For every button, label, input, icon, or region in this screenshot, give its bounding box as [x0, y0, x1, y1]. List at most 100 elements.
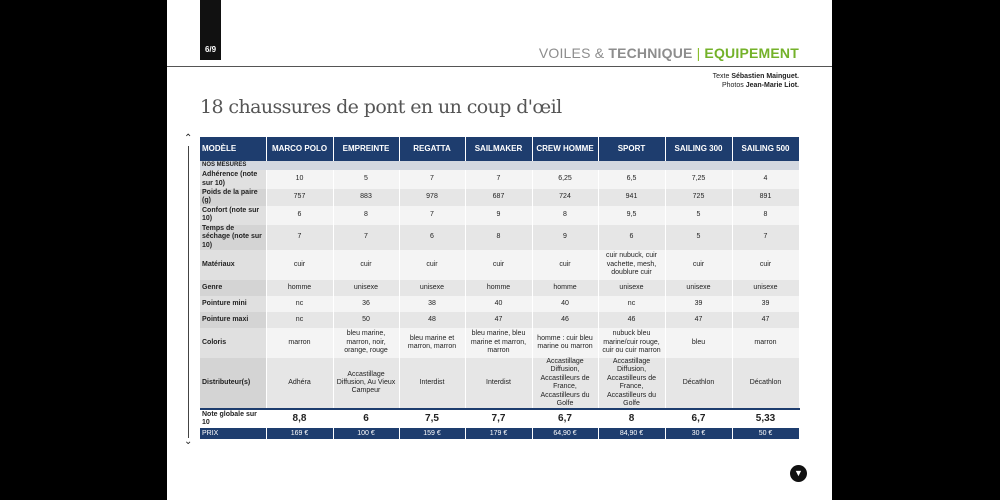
- table-cell: unisexe: [598, 280, 666, 297]
- section-amp: &: [590, 45, 609, 61]
- row-label: Poids de la paire (g): [200, 189, 267, 206]
- table-cell: 7: [333, 224, 400, 251]
- price-cell: 84,90 €: [598, 428, 666, 440]
- score-cell: 6,7: [665, 408, 733, 429]
- column-header: MODÈLE: [200, 137, 267, 161]
- column-header: SPORT: [598, 137, 666, 161]
- table-cell: nubuck bleu marine/cuir rouge, cuir ou c…: [598, 328, 666, 359]
- table-cell: Accastillage Diffusion, Accastilleurs de…: [532, 358, 599, 410]
- table-cell: 40: [532, 296, 599, 313]
- table-cell: Accastillage Diffusion, Accastilleurs de…: [598, 358, 666, 410]
- column-header: EMPREINTE: [333, 137, 400, 161]
- table-row: Adhérence (note sur 10) 10 5 7 7 6,25 6,5 7,25 4: [200, 170, 800, 189]
- table-cell: unisexe: [399, 280, 466, 297]
- table-row: Temps de séchage (note sur 10) 7 7 6 8 9 6 5 7: [200, 224, 800, 251]
- table-cell: Décathlon: [732, 358, 800, 410]
- header-divider: [167, 66, 832, 67]
- table-cell: unisexe: [665, 280, 733, 297]
- price-row: PRIX 169 €100 €159 €179 €64,90 €84,90 €30…: [200, 428, 800, 440]
- table-cell: homme: [465, 280, 533, 297]
- table-cell: Accastillage Diffusion, Au Vieux Campeur: [333, 358, 400, 410]
- chevron-down-icon[interactable]: ⌄: [184, 436, 193, 447]
- score-cell: 5,33: [732, 408, 800, 429]
- section-part2: TECHNIQUE: [608, 45, 693, 61]
- table-cell: 10: [266, 170, 334, 189]
- table-cell: 6: [266, 205, 334, 225]
- price-cell: 100 €: [333, 428, 400, 440]
- table-cell: 7: [399, 205, 466, 225]
- table-cell: homme : cuir bleu marine ou marron: [532, 328, 599, 359]
- circle-chevron-down-icon[interactable]: ▼: [790, 465, 807, 482]
- credits: Texte Sébastien Mainguet. Photos Jean-Ma…: [713, 72, 799, 90]
- table-row: Distributeur(s) Adhéra Accastillage Diffus…: [200, 358, 800, 410]
- table-cell: 38: [399, 296, 466, 313]
- section-label: NOS MESURES: [200, 161, 800, 170]
- table-cell: cuir: [333, 250, 400, 281]
- price-cell: 169 €: [266, 428, 334, 440]
- price-cell: 50 €: [732, 428, 800, 440]
- table-cell: cuir nubuck, cuir vachette, mesh, doublu…: [598, 250, 666, 281]
- table-cell: 978: [399, 189, 466, 206]
- column-header: SAILING 500: [732, 137, 800, 161]
- table-cell: cuir: [465, 250, 533, 281]
- table-cell: 4: [732, 170, 800, 189]
- section-header: VOILES & TECHNIQUE | EQUIPEMENT: [539, 45, 799, 61]
- price-cell: 159 €: [399, 428, 466, 440]
- table-cell: cuir: [399, 250, 466, 281]
- row-label: Temps de séchage (note sur 10): [200, 224, 267, 251]
- table-cell: Interdist: [399, 358, 466, 410]
- table-cell: homme: [532, 280, 599, 297]
- table-cell: 6,25: [532, 170, 599, 189]
- scroll-track[interactable]: [188, 146, 189, 438]
- table-cell: cuir: [665, 250, 733, 281]
- table-cell: 8: [732, 205, 800, 225]
- table-cell: 9: [532, 224, 599, 251]
- row-label: Adhérence (note sur 10): [200, 170, 267, 189]
- table-cell: 8: [465, 224, 533, 251]
- score-cell: 8: [598, 408, 666, 429]
- chevron-up-icon[interactable]: ⌃: [184, 133, 193, 144]
- row-label: Confort (note sur 10): [200, 205, 267, 225]
- table-row: Pointure mini nc 36 38 40 40 nc 39 39: [200, 296, 800, 313]
- table-cell: Décathlon: [665, 358, 733, 410]
- table-cell: nc: [598, 296, 666, 313]
- table-cell: 5: [665, 224, 733, 251]
- table-row: Genre homme unisexe unisexe homme homme unisex…: [200, 280, 800, 297]
- price-label: PRIX: [200, 428, 267, 440]
- table-cell: bleu marine et marron, marron: [399, 328, 466, 359]
- column-header: SAILING 300: [665, 137, 733, 161]
- table-cell: Interdist: [465, 358, 533, 410]
- table-cell: 7: [732, 224, 800, 251]
- table-cell: marron: [266, 328, 334, 359]
- column-header: CREW HOMME: [532, 137, 599, 161]
- article-title: 18 chaussures de pont en un coup d'œil: [200, 96, 562, 118]
- photo-credit-author: Jean-Marie Liot.: [745, 82, 799, 89]
- table-cell: bleu marine, marron, noir, orange, rouge: [333, 328, 400, 359]
- magazine-page: 6/9 VOILES & TECHNIQUE | EQUIPEMENT Texte …: [167, 0, 832, 500]
- page-number-tab: 6/9: [200, 0, 221, 60]
- table-cell: 39: [665, 296, 733, 313]
- score-cell: 6: [333, 408, 400, 429]
- table-cell: 941: [598, 189, 666, 206]
- photo-credit-label: Photos: [721, 82, 746, 89]
- table-row: Pointure maxi nc 50 48 47 46 46 47 47: [200, 312, 800, 329]
- table-cell: bleu marine, bleu marine et marron, marr…: [465, 328, 533, 359]
- score-cell: 6,7: [532, 408, 599, 429]
- section-part3: EQUIPEMENT: [704, 45, 799, 61]
- column-header: REGATTA: [399, 137, 466, 161]
- price-cell: 30 €: [665, 428, 733, 440]
- score-cell: 8,8: [266, 408, 334, 429]
- table-cell: bleu: [665, 328, 733, 359]
- table-cell: 883: [333, 189, 400, 206]
- table-cell: nc: [266, 296, 334, 313]
- table-cell: cuir: [532, 250, 599, 281]
- section-separator: |: [696, 45, 701, 61]
- price-cell: 64,90 €: [532, 428, 599, 440]
- table-row: Matériaux cuir cuir cuir cuir cuir cuir nubuck…: [200, 250, 800, 281]
- column-header: SAILMAKER: [465, 137, 533, 161]
- table-row: Poids de la paire (g) 757 883 978 687 724 941 7…: [200, 189, 800, 206]
- table-cell: 891: [732, 189, 800, 206]
- score-row: Note globale sur 10 8,8 6 7,5 7,7 6,7 8 6,7 5,33: [200, 408, 800, 429]
- table-cell: homme: [266, 280, 334, 297]
- table-row: Coloris marron bleu marine, marron, noir, …: [200, 328, 800, 359]
